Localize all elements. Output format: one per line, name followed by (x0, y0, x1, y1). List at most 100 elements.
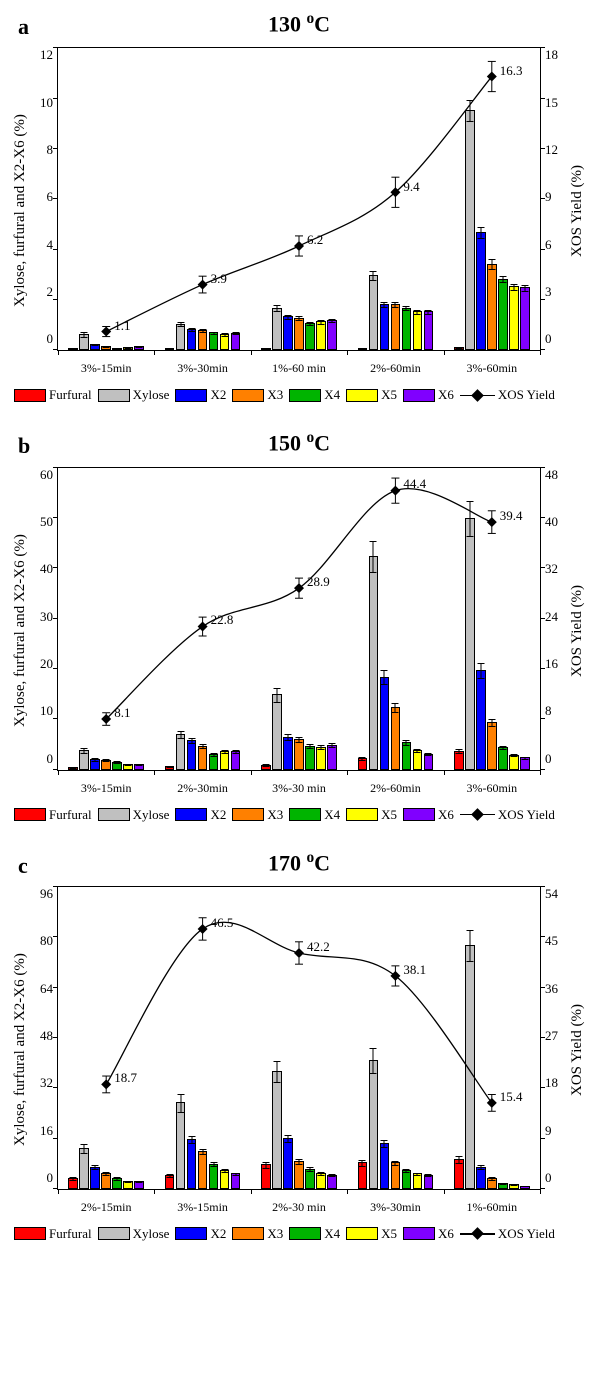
bar-xylose (176, 734, 186, 769)
legend-item: X4 (289, 807, 340, 823)
legend-label: X5 (381, 807, 397, 823)
bar-x2 (90, 1167, 100, 1189)
bar-furfural (165, 348, 175, 350)
bar-x4 (498, 279, 508, 351)
bar-x6 (134, 1181, 144, 1189)
legend-label: X6 (438, 1226, 454, 1242)
bar-x4 (209, 332, 219, 350)
bar-x2 (476, 232, 486, 350)
bar-furfural (358, 758, 368, 770)
plot-region: 1.13.96.29.416.33%-15min3%-30min1%-60 mi… (57, 47, 541, 351)
bar-x3 (487, 264, 497, 351)
bar-x5 (220, 1170, 230, 1189)
legend-item: Xylose (98, 387, 170, 403)
bar-x4 (402, 742, 412, 770)
legend-item: Xylose (98, 807, 170, 823)
bar-xylose (176, 1102, 186, 1189)
legend-swatch (232, 1227, 264, 1240)
bar-x3 (198, 1151, 208, 1189)
legend-item: X6 (403, 1226, 454, 1242)
panel-label: c (18, 853, 28, 879)
bar-x6 (327, 1175, 337, 1189)
legend-line-icon (460, 391, 495, 400)
legend-swatch (403, 389, 435, 402)
chart-panel-b: b150 oCXylose, furfural and X2-X6 (%)605… (10, 429, 588, 828)
chart-panel-c: c170 oCXylose, furfural and X2-X6 (%)968… (10, 849, 588, 1248)
bar-group (358, 1060, 434, 1189)
bar-x3 (487, 1178, 497, 1189)
bar-x5 (123, 1181, 133, 1189)
legend-label: X6 (438, 387, 454, 403)
bar-x3 (391, 1162, 401, 1189)
x-tick-label: 2%-15min (58, 1200, 154, 1215)
bar-x4 (112, 762, 122, 770)
bar-x6 (520, 757, 530, 770)
bar-xylose (465, 110, 475, 350)
bar-x6 (520, 287, 530, 350)
bar-x5 (413, 311, 423, 350)
bar-furfural (165, 766, 175, 770)
legend: FurfuralXyloseX2X3X4X5X6XOS Yield (10, 1220, 588, 1248)
legend-item-line: XOS Yield (460, 387, 555, 403)
panel-label: b (18, 433, 30, 459)
legend-label: X2 (210, 387, 226, 403)
legend-label: Xylose (133, 1226, 170, 1242)
legend-label: Xylose (133, 387, 170, 403)
legend-item: X3 (232, 1226, 283, 1242)
point-label: 44.4 (403, 476, 426, 492)
bar-x3 (101, 346, 111, 351)
bar-xylose (369, 1060, 379, 1189)
bar-x5 (220, 334, 230, 350)
legend-item-line: XOS Yield (460, 807, 555, 823)
x-tick-label: 3%-60min (444, 781, 540, 796)
bar-x5 (413, 1173, 423, 1189)
y-axis-label-right: XOS Yield (%) (567, 880, 588, 1220)
bar-group (165, 1102, 241, 1189)
legend-label: X3 (267, 1226, 283, 1242)
bar-x4 (305, 323, 315, 351)
bar-x3 (101, 760, 111, 770)
legend-item: X2 (175, 387, 226, 403)
legend-label: Xylose (133, 807, 170, 823)
legend-line-icon (460, 810, 495, 819)
point-label: 9.4 (403, 179, 419, 195)
point-label: 6.2 (307, 232, 323, 248)
bar-x4 (498, 1183, 508, 1189)
y-axis-label-right: XOS Yield (%) (567, 41, 588, 381)
legend-label: X2 (210, 807, 226, 823)
plot-region: 8.122.828.944.439.43%-15min2%-30min3%-30… (57, 467, 541, 771)
legend-swatch (175, 389, 207, 402)
bar-x6 (134, 346, 144, 351)
x-tick-label: 3%-15min (58, 361, 154, 376)
x-tick-label: 3%-15min (58, 781, 154, 796)
y-axis-label-right: XOS Yield (%) (567, 461, 588, 801)
legend-swatch (289, 389, 321, 402)
legend-swatch (14, 808, 46, 821)
x-tick-label: 2%-30 min (251, 1200, 347, 1215)
legend-swatch (289, 1227, 321, 1240)
bar-group (68, 1148, 144, 1189)
bar-x2 (380, 1143, 390, 1189)
bar-x2 (187, 1139, 197, 1189)
legend-item: X2 (175, 807, 226, 823)
legend-label: X4 (324, 387, 340, 403)
bar-x2 (90, 344, 100, 350)
legend-label: XOS Yield (498, 387, 555, 403)
bar-group (454, 110, 530, 350)
legend-item-line: XOS Yield (460, 1226, 555, 1242)
x-tick-label: 3%-60min (444, 361, 540, 376)
panel-title: 130 oC (10, 10, 588, 37)
bar-x4 (209, 1164, 219, 1189)
bar-x5 (413, 750, 423, 770)
legend-item: Furfural (14, 1226, 92, 1242)
x-tick-label: 2%-60min (347, 781, 443, 796)
y-axis-label-left: Xylose, furfural and X2-X6 (%) (10, 41, 31, 381)
legend-item: Furfural (14, 387, 92, 403)
bar-x3 (198, 746, 208, 770)
point-label: 46.5 (211, 915, 234, 931)
point-label: 1.1 (114, 318, 130, 334)
legend-swatch (403, 1227, 435, 1240)
legend-swatch (14, 389, 46, 402)
legend-label: X5 (381, 1226, 397, 1242)
legend-swatch (403, 808, 435, 821)
